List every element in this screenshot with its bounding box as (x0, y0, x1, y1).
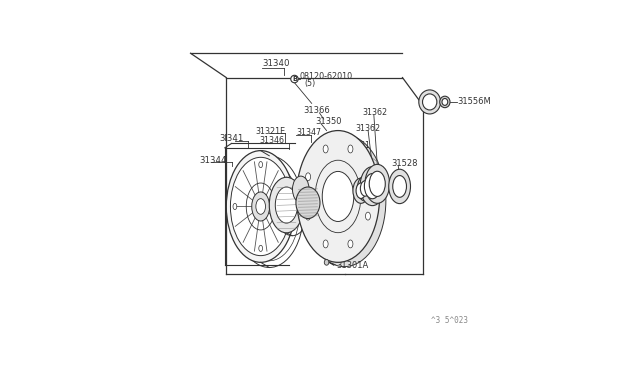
Ellipse shape (356, 183, 366, 198)
Ellipse shape (296, 187, 320, 218)
Ellipse shape (357, 176, 373, 201)
Ellipse shape (348, 240, 353, 248)
Ellipse shape (440, 96, 450, 108)
Text: 31361: 31361 (341, 152, 366, 161)
Ellipse shape (442, 99, 448, 105)
Text: 31321E: 31321E (255, 126, 285, 136)
Text: 31362: 31362 (362, 108, 387, 117)
Ellipse shape (365, 173, 371, 181)
Ellipse shape (306, 212, 310, 220)
Ellipse shape (393, 176, 406, 197)
Ellipse shape (388, 169, 410, 203)
Text: 31347: 31347 (296, 128, 322, 137)
Ellipse shape (360, 181, 370, 196)
Ellipse shape (353, 178, 369, 203)
Ellipse shape (323, 145, 328, 153)
Ellipse shape (306, 173, 310, 181)
Ellipse shape (365, 164, 390, 203)
Ellipse shape (324, 260, 329, 265)
Text: 31556M: 31556M (458, 97, 492, 106)
Text: 31340: 31340 (262, 59, 290, 68)
Ellipse shape (365, 212, 371, 220)
Ellipse shape (323, 171, 354, 221)
Ellipse shape (227, 151, 295, 262)
Ellipse shape (419, 90, 440, 114)
Ellipse shape (348, 145, 353, 153)
Text: 31301A: 31301A (336, 261, 368, 270)
Ellipse shape (233, 203, 237, 209)
Ellipse shape (275, 187, 298, 223)
Text: B: B (292, 76, 297, 82)
Ellipse shape (259, 245, 262, 251)
Text: 31344: 31344 (199, 155, 227, 164)
Ellipse shape (292, 176, 309, 202)
Text: 3l341: 3l341 (219, 134, 244, 143)
Ellipse shape (369, 171, 385, 196)
Circle shape (291, 75, 298, 83)
Text: 31361: 31361 (345, 141, 370, 150)
Text: 31528: 31528 (391, 159, 417, 168)
Ellipse shape (364, 173, 380, 199)
Text: 31350: 31350 (315, 116, 342, 126)
Ellipse shape (303, 135, 386, 267)
Ellipse shape (422, 94, 437, 110)
Ellipse shape (269, 177, 303, 233)
Ellipse shape (230, 157, 291, 256)
Ellipse shape (296, 131, 380, 262)
Ellipse shape (252, 192, 269, 221)
Ellipse shape (323, 240, 328, 248)
Ellipse shape (360, 167, 385, 206)
Ellipse shape (256, 199, 266, 214)
Text: 31366: 31366 (303, 106, 330, 115)
Text: 08120-62010: 08120-62010 (300, 72, 353, 81)
Ellipse shape (259, 161, 262, 168)
Text: 31346: 31346 (259, 136, 284, 145)
Text: ^3 5^023: ^3 5^023 (431, 316, 468, 326)
Text: 31362: 31362 (355, 124, 380, 133)
Text: (5): (5) (304, 79, 315, 88)
